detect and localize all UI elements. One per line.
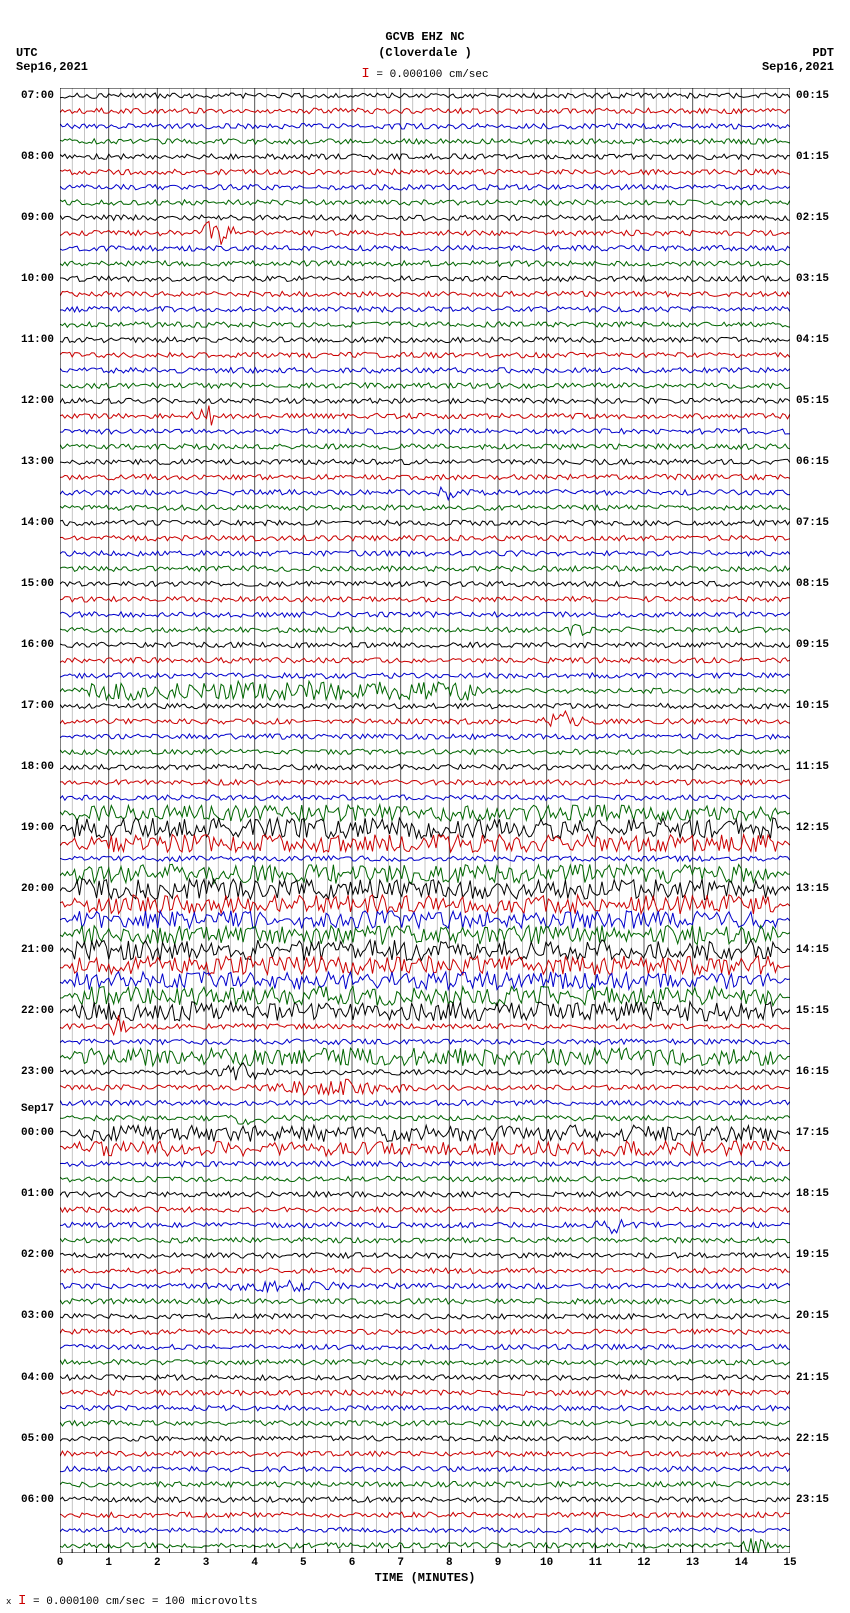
tz-right: PDT <box>812 46 834 60</box>
day-marker: Sep17 <box>10 1103 54 1115</box>
xtick-label: 11 <box>589 1557 602 1569</box>
xtick-label: 0 <box>57 1557 64 1569</box>
right-hour-label: 12:15 <box>796 822 840 834</box>
scale-text: = 0.000100 cm/sec <box>376 69 488 81</box>
xtick-label: 13 <box>686 1557 699 1569</box>
scale-marker: I = 0.000100 cm/sec <box>0 66 850 82</box>
right-hour-label: 00:15 <box>796 90 840 102</box>
right-hour-label: 08:15 <box>796 578 840 590</box>
right-hour-label: 23:15 <box>796 1494 840 1506</box>
right-hour-label: 05:15 <box>796 395 840 407</box>
right-hour-label: 13:15 <box>796 883 840 895</box>
right-hour-label: 15:15 <box>796 1005 840 1017</box>
left-hour-label: 10:00 <box>10 273 54 285</box>
left-hour-label: 20:00 <box>10 883 54 895</box>
xtick-label: 1 <box>105 1557 112 1569</box>
left-hour-label: 09:00 <box>10 212 54 224</box>
left-hour-label: 21:00 <box>10 944 54 956</box>
left-hour-label: 12:00 <box>10 395 54 407</box>
right-hour-label: 16:15 <box>796 1066 840 1078</box>
xtick-label: 15 <box>783 1557 796 1569</box>
left-hour-label: 04:00 <box>10 1372 54 1384</box>
right-hour-label: 20:15 <box>796 1310 840 1322</box>
left-hour-label: 13:00 <box>10 456 54 468</box>
station-title: GCVB EHZ NC <box>0 30 850 44</box>
right-hour-label: 01:15 <box>796 151 840 163</box>
left-hour-label: 06:00 <box>10 1494 54 1506</box>
seismogram-page: GCVB EHZ NC (Cloverdale ) I = 0.000100 c… <box>0 0 850 1613</box>
xtick-label: 3 <box>203 1557 210 1569</box>
left-hour-label: 07:00 <box>10 90 54 102</box>
date-left: Sep16,2021 <box>16 60 88 74</box>
right-hour-label: 03:15 <box>796 273 840 285</box>
left-hour-label: 14:00 <box>10 517 54 529</box>
left-hour-label: 15:00 <box>10 578 54 590</box>
right-hour-label: 14:15 <box>796 944 840 956</box>
xtick-label: 14 <box>735 1557 748 1569</box>
xtick-label: 7 <box>397 1557 404 1569</box>
xtick-label: 4 <box>251 1557 258 1569</box>
xtick-label: 12 <box>637 1557 650 1569</box>
left-hour-label: 19:00 <box>10 822 54 834</box>
right-hour-label: 04:15 <box>796 334 840 346</box>
right-hour-label: 22:15 <box>796 1433 840 1445</box>
right-hour-label: 07:15 <box>796 517 840 529</box>
right-hour-label: 06:15 <box>796 456 840 468</box>
left-hour-label: 08:00 <box>10 151 54 163</box>
right-hour-label: 11:15 <box>796 761 840 773</box>
right-hour-label: 19:15 <box>796 1249 840 1261</box>
left-hour-label: 01:00 <box>10 1188 54 1200</box>
date-right: Sep16,2021 <box>762 60 834 74</box>
footer-scale: x I = 0.000100 cm/sec = 100 microvolts <box>6 1593 257 1609</box>
footer-text: = 0.000100 cm/sec = 100 microvolts <box>33 1596 257 1608</box>
station-location: (Cloverdale ) <box>0 46 850 60</box>
right-hour-label: 02:15 <box>796 212 840 224</box>
xtick-label: 10 <box>540 1557 553 1569</box>
right-hour-label: 18:15 <box>796 1188 840 1200</box>
xtick-label: 5 <box>300 1557 307 1569</box>
left-hour-label: 23:00 <box>10 1066 54 1078</box>
left-hour-label: 03:00 <box>10 1310 54 1322</box>
left-hour-label: 16:00 <box>10 639 54 651</box>
right-hour-label: 09:15 <box>796 639 840 651</box>
xtick-label: 8 <box>446 1557 453 1569</box>
seismogram-plot <box>60 88 790 1553</box>
xtick-label: 9 <box>495 1557 502 1569</box>
left-hour-label: 02:00 <box>10 1249 54 1261</box>
left-hour-label: 22:00 <box>10 1005 54 1017</box>
xaxis-label: TIME (MINUTES) <box>0 1571 850 1585</box>
left-hour-label: 00:00 <box>10 1127 54 1139</box>
left-hour-label: 11:00 <box>10 334 54 346</box>
xtick-label: 2 <box>154 1557 161 1569</box>
xtick-label: 6 <box>349 1557 356 1569</box>
left-hour-label: 18:00 <box>10 761 54 773</box>
right-hour-label: 10:15 <box>796 700 840 712</box>
right-hour-label: 17:15 <box>796 1127 840 1139</box>
tz-left: UTC <box>16 46 38 60</box>
left-hour-label: 17:00 <box>10 700 54 712</box>
right-hour-label: 21:15 <box>796 1372 840 1384</box>
left-hour-label: 05:00 <box>10 1433 54 1445</box>
